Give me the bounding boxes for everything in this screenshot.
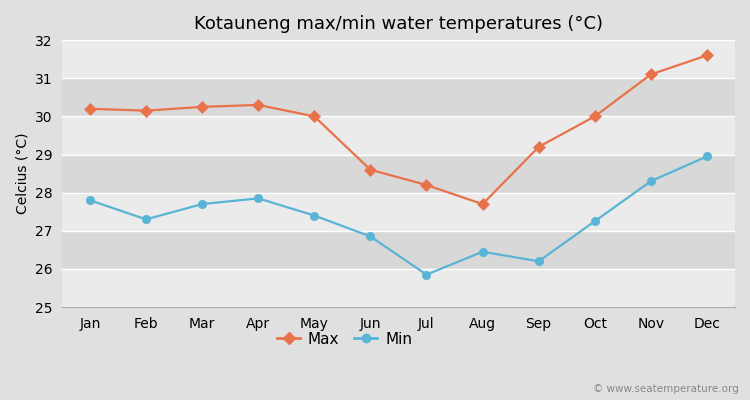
Bar [62,193,735,231]
Bar [62,40,735,78]
Min [142,217,151,222]
Max [310,114,319,119]
Min [254,196,262,201]
Max [142,108,151,113]
Min [198,202,207,206]
Min [86,198,94,203]
Min [534,259,543,264]
Bar [62,269,735,307]
Max [478,202,487,206]
Bar [62,78,735,116]
Max [590,114,599,119]
Line: Min: Min [86,152,711,279]
Bar [62,231,735,269]
Max [254,102,262,107]
Bar [62,116,735,154]
Max [646,72,656,77]
Legend: Max, Min: Max, Min [271,326,419,353]
Min [422,272,431,277]
Y-axis label: Celcius (°C): Celcius (°C) [15,133,29,214]
Min [478,249,487,254]
Min [310,213,319,218]
Max [86,106,94,111]
Line: Max: Max [86,51,711,208]
Max [534,144,543,149]
Max [703,53,712,58]
Bar [62,154,735,193]
Text: © www.seatemperature.org: © www.seatemperature.org [592,384,739,394]
Max [422,183,431,188]
Max [198,104,207,109]
Min [366,234,375,239]
Max [366,167,375,172]
Title: Kotauneng max/min water temperatures (°C): Kotauneng max/min water temperatures (°C… [194,15,603,33]
Min [703,154,712,159]
Min [646,179,656,184]
Min [590,219,599,224]
